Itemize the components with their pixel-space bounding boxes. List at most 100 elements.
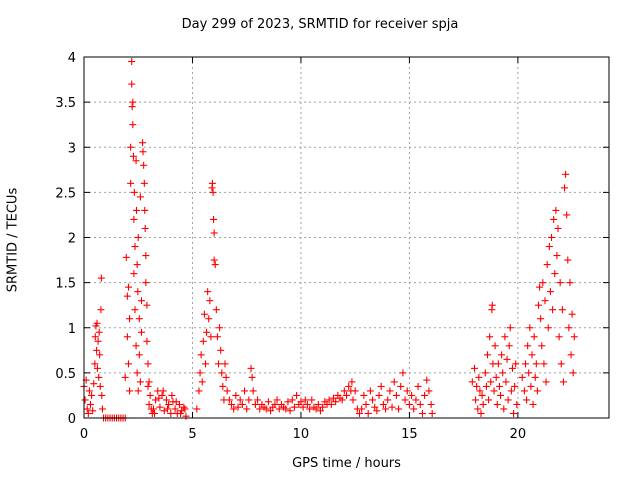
- data-point: [228, 400, 236, 408]
- data-point: [248, 373, 256, 381]
- data-point: [488, 301, 496, 309]
- data-point: [151, 409, 159, 417]
- data-point: [306, 405, 314, 413]
- data-point: [343, 391, 350, 399]
- data-point: [544, 324, 552, 332]
- axis-ticks: 0 5 10 15 20 0 0.5 1 1.5 2 2.5 3 3.5 4: [55, 51, 609, 442]
- data-point: [130, 188, 138, 196]
- data-point: [505, 342, 513, 350]
- data-point: [83, 405, 91, 413]
- data-point: [222, 373, 230, 381]
- data-point: [528, 351, 536, 359]
- data-point: [217, 346, 225, 354]
- y-tick-label: 1: [68, 322, 76, 337]
- data-point: [98, 391, 106, 399]
- data-point: [201, 360, 209, 368]
- data-point: [159, 387, 167, 395]
- data-point: [395, 405, 403, 413]
- data-point: [301, 396, 309, 404]
- data-point: [553, 252, 561, 260]
- data-point: [95, 328, 103, 336]
- data-point: [162, 396, 170, 404]
- data-point: [340, 387, 348, 395]
- data-point: [145, 400, 153, 408]
- data-point: [531, 373, 539, 381]
- data-point: [390, 378, 398, 386]
- data-point: [97, 306, 105, 314]
- data-point: [479, 400, 487, 408]
- data-point: [213, 333, 221, 341]
- data-point: [130, 270, 138, 278]
- data-point: [134, 288, 142, 296]
- data-point: [141, 224, 149, 232]
- data-point: [567, 351, 575, 359]
- data-point: [129, 98, 137, 106]
- data-point: [256, 405, 264, 413]
- data-point: [97, 274, 105, 282]
- data-point: [490, 387, 498, 395]
- data-point: [140, 161, 148, 169]
- data-point: [200, 310, 208, 318]
- data-point: [177, 409, 185, 417]
- data-point: [210, 256, 218, 264]
- data-point: [206, 297, 214, 305]
- data-point: [271, 400, 279, 408]
- data-point: [428, 409, 436, 417]
- data-point: [84, 409, 92, 417]
- data-point: [494, 360, 502, 368]
- data-point: [142, 279, 150, 287]
- data-point: [508, 364, 516, 372]
- data-point: [198, 378, 206, 386]
- data-point: [219, 382, 227, 390]
- data-point: [377, 382, 385, 390]
- data-point: [156, 403, 164, 411]
- data-point: [546, 288, 554, 296]
- data-point: [123, 292, 131, 300]
- data-point: [245, 396, 253, 404]
- data-point: [121, 373, 129, 381]
- data-point: [526, 324, 534, 332]
- x-axis-label: GPS time / hours: [292, 456, 401, 471]
- data-point: [139, 148, 147, 156]
- data-point: [251, 400, 259, 408]
- data-point: [506, 324, 514, 332]
- data-point: [149, 405, 157, 413]
- data-point: [332, 398, 340, 406]
- data-point: [375, 391, 383, 399]
- data-point: [349, 396, 357, 404]
- data-point: [551, 270, 559, 278]
- data-point: [91, 360, 99, 368]
- data-point: [364, 409, 372, 417]
- data-point: [165, 400, 173, 408]
- data-point: [215, 360, 223, 368]
- data-point: [386, 387, 394, 395]
- data-point: [384, 396, 392, 404]
- data-point: [94, 337, 102, 345]
- data-point: [530, 333, 538, 341]
- data-point: [360, 391, 368, 399]
- data-point: [338, 396, 346, 404]
- data-point: [196, 369, 204, 377]
- data-point: [545, 243, 553, 251]
- data-point: [534, 301, 542, 309]
- data-point: [421, 391, 429, 399]
- data-point: [557, 360, 565, 368]
- data-point: [282, 405, 290, 413]
- data-point: [181, 405, 189, 413]
- data-point: [552, 206, 560, 214]
- data-point: [477, 409, 485, 417]
- data-point: [329, 394, 337, 402]
- data-point: [129, 152, 137, 160]
- data-point: [356, 409, 364, 417]
- data-point: [195, 387, 203, 395]
- data-point: [167, 409, 175, 417]
- data-point: [284, 398, 292, 406]
- data-point: [139, 139, 147, 147]
- data-point: [513, 400, 521, 408]
- data-point: [556, 279, 564, 287]
- data-point: [135, 351, 143, 359]
- data-point: [369, 396, 377, 404]
- data-point: [297, 398, 305, 406]
- data-point: [561, 184, 569, 192]
- data-point: [172, 398, 180, 406]
